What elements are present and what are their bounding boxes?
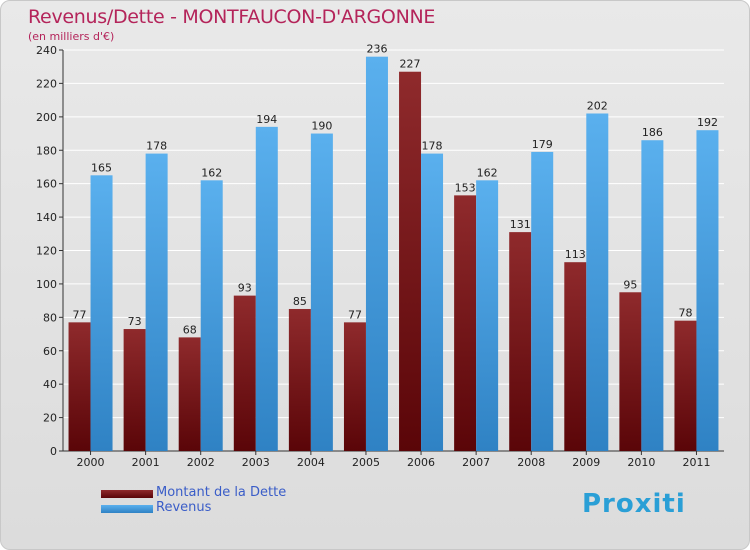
bar-revenus <box>476 180 499 451</box>
proxiti-logo: Proxiti <box>582 489 686 519</box>
legend-label-debt: Montant de la Dette <box>156 485 287 500</box>
bar-revenus <box>90 175 113 451</box>
bar-dette <box>564 262 587 451</box>
bar-revenus <box>696 130 719 451</box>
legend-label-revenus: Revenus <box>156 500 212 515</box>
y-tick-label: 160 <box>36 178 57 191</box>
x-tick-label: 2005 <box>352 456 380 469</box>
data-label-revenus: 202 <box>587 99 608 112</box>
x-tick-label: 2000 <box>77 456 105 469</box>
data-label-dette: 131 <box>510 218 531 231</box>
y-tick-label: 100 <box>36 278 57 291</box>
bar-revenus <box>586 113 609 451</box>
bar-dette <box>123 329 146 451</box>
bar-dette <box>399 71 422 452</box>
data-label-dette: 153 <box>455 181 476 194</box>
x-tick-label: 2004 <box>297 456 325 469</box>
bar-dette <box>288 308 311 451</box>
chart-title: Revenus/Dette - MONTFAUCON-D'ARGONNE <box>28 6 436 28</box>
data-label-revenus: 178 <box>422 140 443 153</box>
data-label-dette: 68 <box>183 323 197 336</box>
legend-swatch-revenus <box>101 505 153 513</box>
bar-dette <box>619 292 642 451</box>
data-label-revenus: 186 <box>642 126 663 139</box>
data-label-dette: 73 <box>128 315 142 328</box>
y-tick-label: 0 <box>50 445 57 458</box>
data-label-dette: 227 <box>400 58 421 71</box>
data-label-dette: 78 <box>678 307 692 320</box>
data-label-revenus: 162 <box>201 166 222 179</box>
data-label-revenus: 194 <box>256 113 277 126</box>
data-label-dette: 77 <box>348 308 362 321</box>
data-label-dette: 113 <box>565 248 586 261</box>
y-tick-label: 60 <box>43 345 57 358</box>
bar-dette <box>509 232 532 451</box>
data-label-revenus: 192 <box>697 116 718 129</box>
x-tick-label: 2010 <box>627 456 655 469</box>
chart-subtitle: (en milliers d'€) <box>28 30 115 43</box>
x-tick-label: 2002 <box>187 456 215 469</box>
x-tick-label: 2008 <box>517 456 545 469</box>
bar-dette <box>674 320 697 451</box>
y-tick-label: 20 <box>43 412 57 425</box>
data-label-dette: 77 <box>73 308 87 321</box>
bar-dette <box>343 322 366 451</box>
y-tick-label: 140 <box>36 211 57 224</box>
y-tick-label: 180 <box>36 144 57 157</box>
bar-revenus <box>255 126 278 451</box>
bar-revenus <box>365 56 388 451</box>
data-label-revenus: 179 <box>532 138 553 151</box>
bar-dette <box>233 295 256 451</box>
y-tick-label: 120 <box>36 245 57 258</box>
data-label-dette: 95 <box>623 278 637 291</box>
data-label-dette: 85 <box>293 295 307 308</box>
bar-revenus <box>310 133 333 451</box>
x-tick-label: 2007 <box>462 456 490 469</box>
y-tick-label: 80 <box>43 311 57 324</box>
bar-dette <box>178 337 201 451</box>
y-tick-label: 40 <box>43 378 57 391</box>
bar-dette <box>454 195 477 451</box>
data-label-revenus: 165 <box>91 161 112 174</box>
x-tick-label: 2001 <box>132 456 160 469</box>
x-tick-label: 2006 <box>407 456 435 469</box>
y-tick-label: 240 <box>36 44 57 57</box>
data-label-revenus: 178 <box>146 140 167 153</box>
bar-revenus <box>531 151 554 451</box>
legend-swatch-debt <box>101 490 153 498</box>
data-label-revenus: 162 <box>477 166 498 179</box>
data-label-revenus: 190 <box>311 120 332 133</box>
bar-revenus <box>145 153 168 451</box>
x-tick-label: 2011 <box>682 456 710 469</box>
y-tick-label: 200 <box>36 111 57 124</box>
bar-revenus <box>200 180 223 451</box>
data-label-dette: 93 <box>238 282 252 295</box>
data-label-revenus: 236 <box>366 43 387 56</box>
x-tick-label: 2009 <box>572 456 600 469</box>
y-tick-label: 220 <box>36 77 57 90</box>
bar-revenus <box>641 140 664 451</box>
bar-revenus <box>421 153 444 451</box>
bar-dette <box>68 322 91 451</box>
x-tick-label: 2003 <box>242 456 270 469</box>
